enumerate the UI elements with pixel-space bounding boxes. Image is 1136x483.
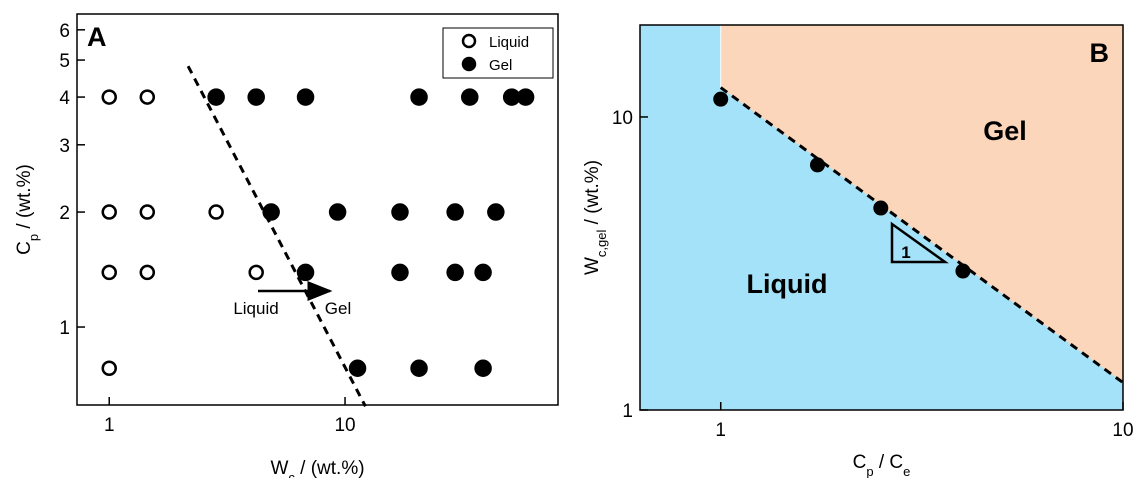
point (139, 204, 156, 220)
y-tick-label: 10 (612, 108, 633, 129)
plot-frame (76, 13, 559, 406)
panel-label: A (87, 22, 107, 52)
x-axis-label: Wc / (wt.%) (270, 458, 364, 478)
x-tick-label: 1 (715, 420, 726, 441)
region-label: Liquid (747, 269, 828, 299)
slope-label: 1 (901, 243, 910, 262)
x-tick-label: 1 (104, 415, 115, 436)
point (461, 88, 479, 106)
annotation: Liquid (233, 299, 278, 318)
point (328, 203, 347, 221)
point (348, 359, 367, 377)
y-axis-label-rest: / (wt.%) (582, 160, 603, 230)
legend-marker (461, 56, 477, 72)
x-axis-label-sub: e (903, 464, 910, 479)
y-tick-label: 4 (59, 88, 70, 109)
y-tick-label: 3 (59, 136, 70, 157)
y-tick-label: 1 (59, 318, 70, 339)
panel-label: B (1090, 38, 1110, 68)
x-tick-label: 10 (334, 415, 355, 436)
point (101, 264, 117, 281)
point (955, 263, 971, 279)
legend-label: Liquid (489, 34, 529, 51)
region-label: Gel (983, 116, 1027, 146)
y-axis-label: Cp / (wt.%) (14, 164, 41, 255)
x-tick-label: 10 (1112, 420, 1133, 441)
point (474, 263, 492, 282)
y-axis-label-rest: / (wt.%) (14, 164, 35, 234)
y-tick-label: 5 (59, 51, 70, 72)
point (101, 360, 117, 376)
point (410, 88, 428, 106)
point (474, 359, 492, 377)
point (101, 204, 117, 220)
point (207, 88, 225, 106)
point (296, 263, 315, 282)
x-axis-label-rest: / C (874, 452, 904, 473)
point (713, 91, 729, 107)
x-axis-label-main: C (853, 452, 867, 473)
point (139, 89, 156, 105)
legend-box (442, 27, 554, 79)
y-tick-label: 1 (622, 401, 633, 422)
point (873, 200, 889, 216)
x-axis-label-main: W (270, 458, 288, 478)
point (410, 359, 428, 377)
point (446, 203, 464, 221)
point (139, 264, 156, 281)
point (248, 264, 264, 281)
boundary-line (186, 65, 367, 408)
x-axis-label-rest: / (wt.%) (295, 458, 365, 478)
y-axis-label-main: C (14, 241, 35, 255)
point (487, 203, 505, 221)
point (516, 88, 535, 106)
y-axis-label-main: W (582, 257, 603, 275)
y-tick-label: 6 (59, 21, 70, 42)
x-axis-label-sub: c (288, 470, 295, 479)
slope-triangle (890, 221, 949, 264)
point (262, 203, 280, 221)
point (208, 204, 224, 220)
point (391, 203, 409, 221)
gel-region (720, 25, 1123, 383)
plot-frame (639, 24, 1124, 411)
legend-label: Gel (489, 57, 512, 74)
point (391, 263, 409, 282)
x-axis-label: Cp / Ce (853, 452, 911, 478)
point (101, 89, 117, 105)
point (446, 263, 464, 282)
y-axis-label: Wc,gel / (wt.%) (582, 160, 609, 275)
y-tick-label: 2 (59, 203, 70, 224)
point (809, 157, 825, 173)
legend-marker (461, 33, 477, 49)
x-axis-label-sub: p (866, 464, 873, 479)
y-axis-label-sub: p (26, 234, 41, 241)
point (247, 88, 265, 106)
panel: Gel Liquid 1 1 10 1 10 B Cp / Ce Wc,gel / (wt.%) (582, 24, 1134, 479)
point (296, 88, 315, 106)
annotation: Gel (325, 299, 351, 318)
y-axis-label-sub: c,gel (594, 230, 609, 258)
